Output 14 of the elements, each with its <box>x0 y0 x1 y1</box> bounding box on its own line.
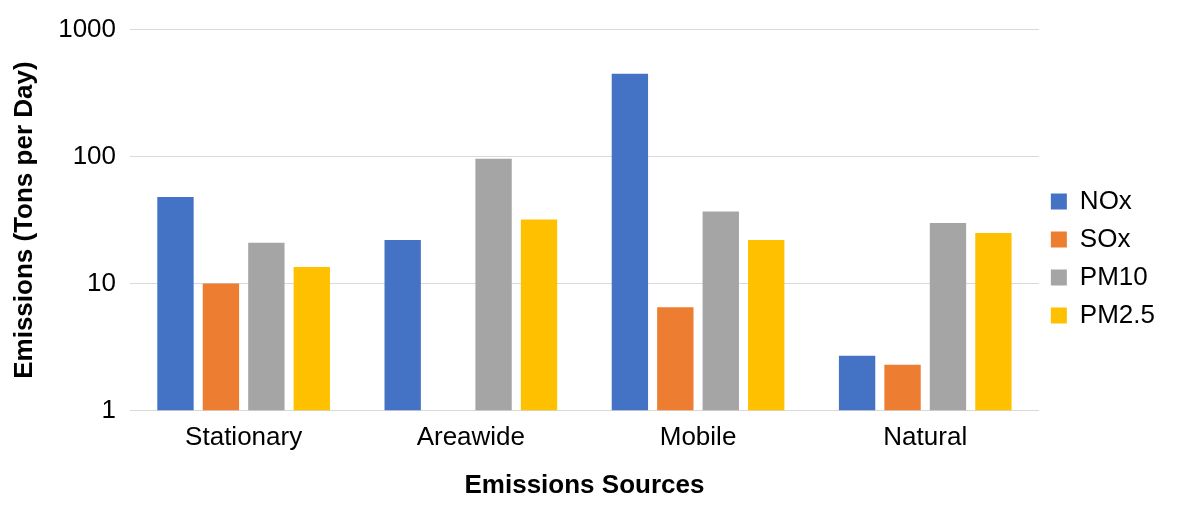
y-tick-label: 1 <box>101 393 117 424</box>
legend-label: SOx <box>1079 222 1131 253</box>
x-tick-label: Stationary <box>185 421 303 452</box>
y-tick-label: 100 <box>72 139 117 170</box>
legend-label: NOx <box>1079 184 1132 215</box>
x-tick-label: Areawide <box>416 421 526 452</box>
y-axis-title: Emissions (Tons per Day) <box>7 61 38 379</box>
y-tick-label: 1000 <box>58 12 117 43</box>
legend-label: PM10 <box>1079 260 1148 291</box>
x-tick-label: Natural <box>883 421 968 452</box>
x-axis-title: Emissions Sources <box>464 468 705 499</box>
legend-label: PM2.5 <box>1079 298 1156 329</box>
x-tick-label: Mobile <box>659 421 737 452</box>
y-tick-label: 10 <box>87 266 117 297</box>
